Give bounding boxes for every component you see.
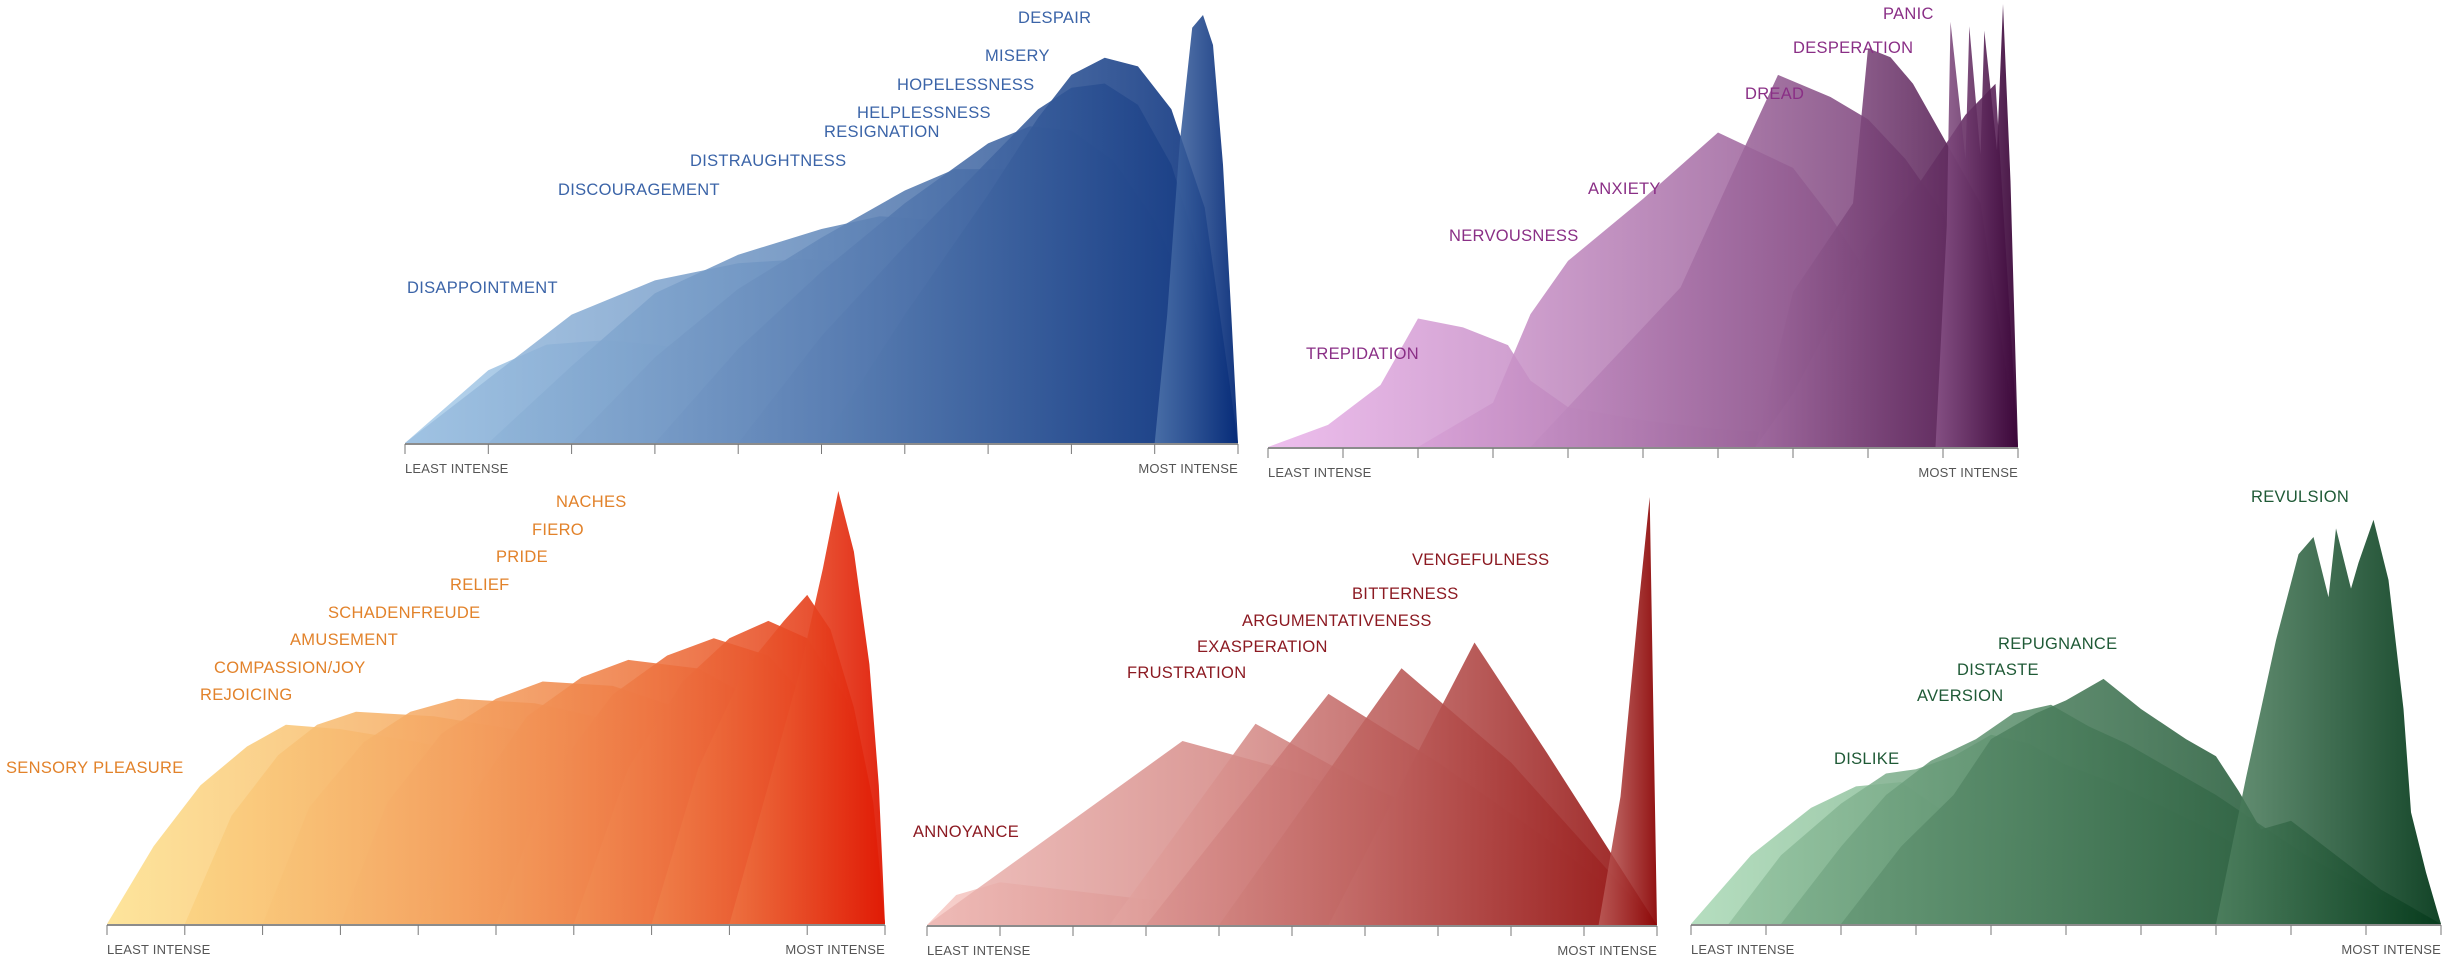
enjoyment-label-amusement: AMUSEMENT [290, 631, 398, 649]
sadness-label-despair: DESPAIR [1018, 9, 1091, 27]
enjoyment-label-compassion-joy: COMPASSION/JOY [214, 659, 366, 677]
enjoyment-axis-most-label: MOST INTENSE [785, 942, 885, 957]
enjoyment-label-relief: RELIEF [450, 576, 510, 594]
anger-label-vengefulness: VENGEFULNESS [1412, 551, 1549, 569]
sadness-area-despair [1154, 15, 1238, 443]
disgust-label-revulsion: REVULSION [2251, 488, 2349, 506]
sadness-label-discouragement: DISCOURAGEMENT [558, 181, 720, 199]
fear-area-panic [1935, 4, 2018, 447]
fear-axis-most-label: MOST INTENSE [1918, 465, 2018, 480]
fear-label-panic: PANIC [1883, 5, 1934, 23]
sadness-chart: LEAST INTENSE MOST INTENSE DISAPPOINTMENT D… [404, 9, 1239, 476]
anger-chart: LEAST INTENSE MOST INTENSE ANNOYANCE FRUSTR… [913, 497, 1658, 958]
fear-label-nervousness: NERVOUSNESS [1449, 227, 1579, 245]
disgust-label-aversion: AVERSION [1917, 687, 2003, 705]
anger-label-bitterness: BITTERNESS [1352, 585, 1459, 603]
fear-label-dread: DREAD [1745, 85, 1804, 103]
sadness-label-resignation: RESIGNATION [824, 123, 940, 141]
anger-area-spike [1598, 497, 1657, 925]
sadness-axis-most-label: MOST INTENSE [1138, 461, 1238, 476]
enjoyment-label-pride: PRIDE [496, 548, 548, 566]
fear-area-trepidation [1268, 318, 2018, 447]
sadness-label-distraughtness: DISTRAUGHTNESS [690, 152, 846, 170]
anger-axis-least-label: LEAST INTENSE [927, 943, 1031, 958]
sadness-axis-least-label: LEAST INTENSE [405, 461, 509, 476]
enjoyment-label-schadenfreude: SCHADENFREUDE [328, 604, 480, 622]
enjoyment-label-sensory-pleasure: SENSORY PLEASURE [6, 759, 184, 777]
anger-axis-most-label: MOST INTENSE [1557, 943, 1657, 958]
sadness-label-disappointment: DISAPPOINTMENT [407, 279, 558, 297]
disgust-axis-least-label: LEAST INTENSE [1691, 942, 1795, 957]
enjoyment-label-fiero: FIERO [532, 521, 584, 539]
disgust-chart: LEAST INTENSE MOST INTENSE DISLIKE AVERSION… [1690, 488, 2442, 957]
enjoyment-label-rejoicing: REJOICING [200, 686, 293, 704]
sadness-label-helplessness: HELPLESSNESS [857, 104, 991, 122]
sadness-area-misery [821, 57, 1238, 444]
disgust-axis-most-label: MOST INTENSE [2341, 942, 2441, 957]
sadness-label-misery: MISERY [985, 47, 1050, 65]
anger-label-argumentativeness: ARGUMENTATIVENESS [1242, 612, 1432, 630]
disgust-area-revulsion [2216, 519, 2441, 924]
disgust-label-distaste: DISTASTE [1957, 661, 2039, 679]
fear-label-desperation: DESPERATION [1793, 39, 1913, 57]
anger-label-annoyance: ANNOYANCE [913, 823, 1019, 841]
anger-label-exasperation: EXASPERATION [1197, 638, 1328, 656]
enjoyment-chart: LEAST INTENSE MOST INTENSE SENSORY PLEASUR… [6, 491, 886, 957]
enjoyment-label-naches: NACHES [556, 493, 627, 511]
enjoyment-axis-least-label: LEAST INTENSE [107, 942, 211, 957]
anger-label-frustration: FRUSTRATION [1127, 664, 1246, 682]
fear-label-anxiety: ANXIETY [1588, 180, 1661, 198]
disgust-label-dislike: DISLIKE [1834, 750, 1899, 768]
fear-label-trepidation: TREPIDATION [1306, 345, 1419, 363]
fear-chart: LEAST INTENSE MOST INTENSE TREPIDATION NERV… [1267, 4, 2019, 480]
disgust-label-repugnance: REPUGNANCE [1998, 635, 2117, 653]
enjoyment-area-naches [729, 491, 885, 924]
anger-area-vengefulness [1328, 642, 1657, 925]
fear-axis-least-label: LEAST INTENSE [1268, 465, 1372, 480]
sadness-label-hopelessness: HOPELESSNESS [897, 76, 1035, 94]
